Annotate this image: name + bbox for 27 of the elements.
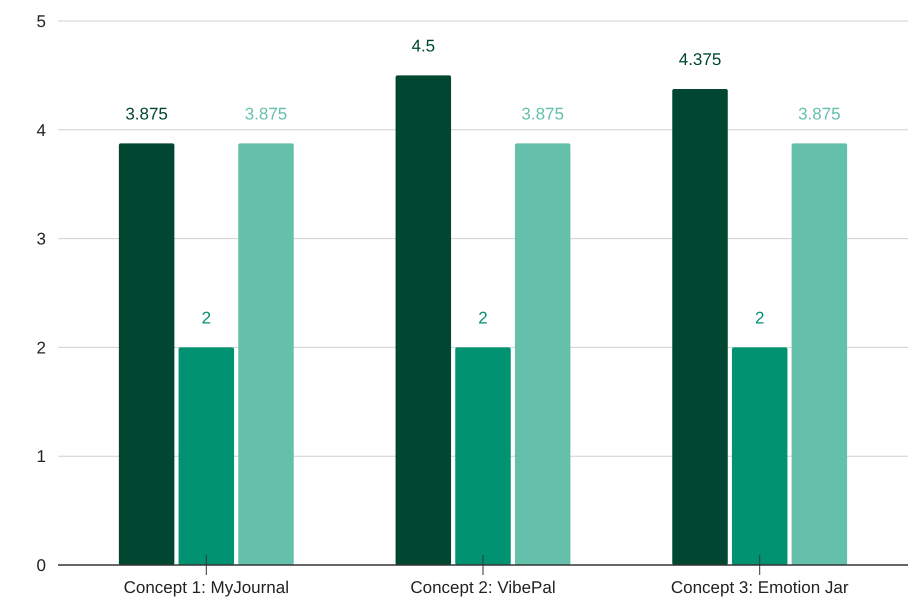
x-tick-label: Concept 3: Emotion Jar xyxy=(670,578,849,597)
bar xyxy=(672,89,728,565)
data-label: 3.875 xyxy=(244,104,288,124)
data-label: 3.875 xyxy=(521,104,564,124)
bar xyxy=(396,75,452,565)
data-label: 4.375 xyxy=(678,50,722,69)
bar xyxy=(118,143,174,565)
bar xyxy=(238,143,294,565)
y-tick-label: 5 xyxy=(36,12,46,31)
x-tick-label: Concept 2: VibePal xyxy=(410,578,556,597)
y-tick-label: 3 xyxy=(36,230,46,249)
y-tick-label: 4 xyxy=(36,120,46,140)
data-label: 3.875 xyxy=(125,104,168,124)
bar xyxy=(732,347,788,565)
bar xyxy=(792,143,848,565)
data-label: 3.875 xyxy=(798,104,841,124)
data-label: 4.5 xyxy=(411,36,436,56)
data-label: 2 xyxy=(478,308,488,328)
bar xyxy=(455,347,511,565)
bar xyxy=(514,143,570,565)
bar xyxy=(178,347,234,565)
data-label: 2 xyxy=(202,308,212,328)
y-tick-label: 2 xyxy=(36,338,46,358)
y-tick-label: 1 xyxy=(36,447,46,466)
y-tick-label: 0 xyxy=(36,556,46,575)
x-tick-label: Concept 1: MyJournal xyxy=(124,578,289,597)
data-label: 2 xyxy=(754,308,764,328)
